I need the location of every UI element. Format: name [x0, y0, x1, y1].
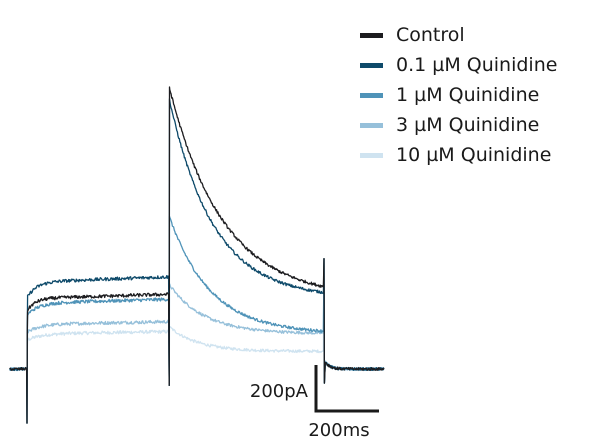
legend-label: Control: [396, 24, 465, 46]
legend-swatch: [360, 93, 383, 98]
series-trace: [9, 98, 385, 424]
legend-item: 1 µM Quinidine: [360, 84, 539, 106]
legend-item: 10 µM Quinidine: [360, 144, 551, 166]
scale-bar: 200pA 200ms: [250, 365, 379, 441]
scale-bar-current-label: 200pA: [250, 381, 309, 402]
legend-label: 1 µM Quinidine: [396, 84, 539, 106]
series-trace: [9, 215, 385, 424]
legend: Control 0.1 µM Quinidine 1 µM Quinidine …: [360, 24, 557, 166]
trace-group: [9, 86, 385, 424]
legend-label: 3 µM Quinidine: [396, 114, 539, 136]
legend-label: 0.1 µM Quinidine: [396, 54, 557, 76]
legend-swatch: [360, 153, 383, 158]
series-trace: [9, 86, 385, 424]
legend-item: 3 µM Quinidine: [360, 114, 539, 136]
scale-bar-time-label: 200ms: [308, 420, 369, 441]
legend-swatch: [360, 33, 383, 38]
series-trace: [9, 257, 385, 424]
legend-item: Control: [360, 24, 465, 46]
legend-item: 0.1 µM Quinidine: [360, 54, 557, 76]
legend-swatch: [360, 63, 383, 68]
legend-label: 10 µM Quinidine: [396, 144, 551, 166]
legend-swatch: [360, 123, 383, 128]
series-trace: [9, 257, 385, 424]
